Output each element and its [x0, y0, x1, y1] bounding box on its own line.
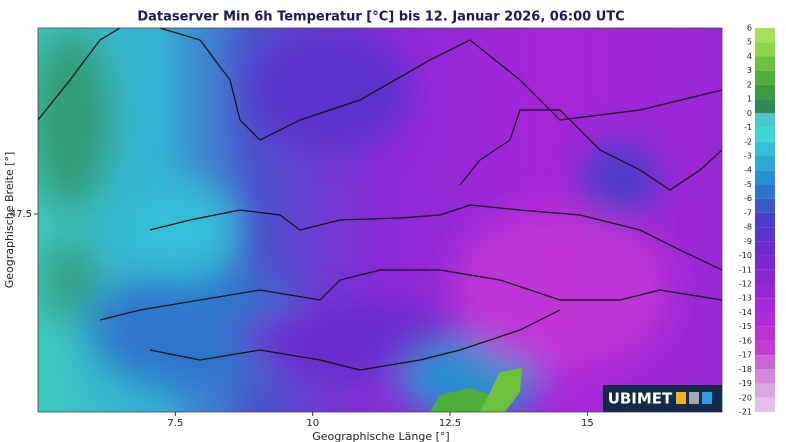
colorbar-band: [755, 212, 775, 228]
colorbar-label: -14: [739, 308, 752, 317]
colorbar-band: [755, 312, 775, 327]
colorbar-label: -9: [744, 237, 752, 246]
title: Dataserver Min 6h Temperatur [°C] bis 12…: [137, 10, 624, 25]
colorbar-label: 0: [747, 109, 752, 118]
y-axis-label: Geographische Breite [°]: [3, 152, 16, 289]
colorbar-label: -8: [744, 223, 752, 232]
colorbar-label: -13: [739, 294, 752, 303]
x-tick-label: 10: [306, 418, 319, 429]
colorbar-label: 1: [747, 95, 752, 104]
colorbar-band: [755, 170, 775, 185]
colorbar-label: -4: [744, 166, 752, 175]
plot-frame: [37, 27, 723, 413]
colorbar-band: [755, 198, 775, 213]
colorbar-band: [755, 227, 775, 242]
colorbar-band: [755, 70, 775, 85]
colorbar-band: [755, 355, 775, 370]
colorbar-band: [755, 298, 775, 313]
colorbar-label: -21: [739, 408, 752, 417]
colorbar-band: [755, 56, 775, 71]
x-tick-label: 12.5: [439, 418, 461, 429]
colorbar-band: [755, 383, 775, 398]
colorbar-label: -11: [739, 265, 752, 274]
colorbar-band: [755, 369, 775, 384]
colorbar-band: [755, 28, 775, 43]
x-axis-label: Geographische Länge [°]: [312, 430, 449, 442]
y-tick-label: 47.5: [10, 209, 32, 220]
colorbar-label: -16: [739, 336, 752, 345]
colorbar-band: [755, 326, 775, 341]
colorbar-label: 5: [747, 38, 752, 47]
colorbar-label: -3: [744, 152, 752, 161]
colorbar-label: -18: [739, 365, 752, 374]
colorbar-band: [755, 269, 775, 284]
logo: UBIMET: [603, 385, 722, 412]
x-tick-label: 7.5: [167, 418, 183, 429]
colorbar-band: [755, 397, 775, 412]
colorbar-label: -19: [739, 379, 752, 388]
colorbar-band: [755, 156, 775, 171]
colorbar-label: -2: [744, 137, 752, 146]
colorbar-band: [755, 84, 775, 100]
colorbar-label: -10: [739, 251, 752, 260]
colorbar-label: -12: [739, 280, 752, 289]
colorbar-label: -20: [739, 393, 752, 402]
colorbar-band: [755, 141, 775, 156]
colorbar-label: 6: [747, 24, 752, 33]
colorbar-label: -1: [744, 123, 752, 132]
colorbar-band: [755, 42, 775, 57]
colorbar-band: [755, 113, 775, 128]
colorbar-label: 3: [747, 66, 752, 75]
colorbar-label: 4: [747, 52, 752, 61]
colorbar-band: [755, 284, 775, 299]
logo-text: UBIMET: [608, 390, 673, 408]
colorbar-band: [755, 127, 775, 142]
colorbar-band: [755, 241, 775, 256]
colorbar-band: [755, 340, 775, 356]
colorbar-label: -17: [739, 351, 752, 360]
colorbar-label: -5: [744, 180, 752, 189]
colorbar-band: [755, 99, 775, 114]
colorbar-label: -6: [744, 194, 752, 203]
x-tick-label: 15: [581, 418, 594, 429]
temperature-field: [38, 28, 722, 412]
colorbar-band: [755, 184, 775, 199]
colorbar-label: -15: [739, 322, 752, 331]
colorbar-label: 2: [747, 80, 752, 89]
colorbar-label: -7: [744, 208, 752, 217]
colorbar-band: [755, 255, 775, 270]
